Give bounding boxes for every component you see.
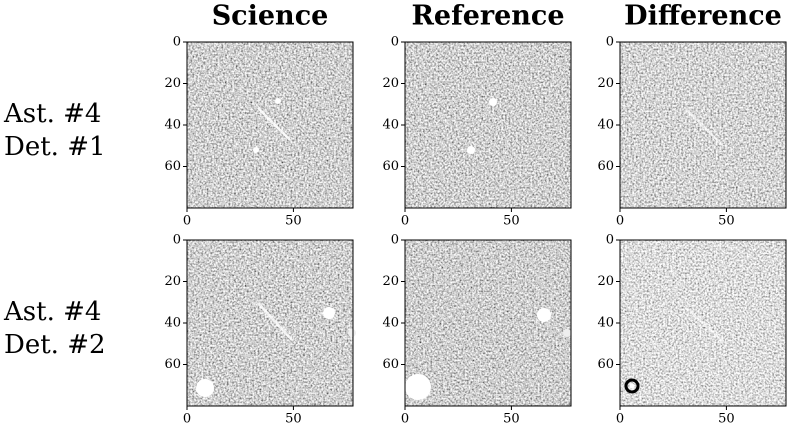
x-tick-label: 0 xyxy=(183,214,191,229)
y-tick-label: 40 xyxy=(164,316,181,331)
image xyxy=(405,42,571,208)
y-tick-label: 60 xyxy=(597,159,614,174)
row-label: Ast. #4 xyxy=(3,99,101,129)
y-tick-label: 0 xyxy=(173,35,181,50)
x-tick-label: 50 xyxy=(718,412,735,427)
y-tick-label: 20 xyxy=(164,274,181,289)
x-tick-label: 50 xyxy=(503,412,520,427)
x-tick-label: 50 xyxy=(718,214,735,229)
star xyxy=(563,329,571,337)
y-tick-label: 0 xyxy=(173,233,181,248)
residual xyxy=(624,378,640,394)
row-label: Det. #1 xyxy=(4,132,106,162)
row-label: Det. #2 xyxy=(4,330,106,360)
y-tick-label: 20 xyxy=(164,76,181,91)
x-tick-label: 0 xyxy=(616,214,624,229)
row-label: Ast. #4 xyxy=(3,297,101,327)
x-tick-label: 0 xyxy=(401,214,409,229)
star xyxy=(467,146,475,154)
column-title: Reference xyxy=(411,1,564,32)
column-title: Difference xyxy=(624,1,782,32)
x-tick-label: 0 xyxy=(183,412,191,427)
star xyxy=(196,379,214,397)
panel: 0 50 0 20 40 60 xyxy=(597,35,787,229)
x-tick-label: 0 xyxy=(401,412,409,427)
y-tick-label: 20 xyxy=(597,274,614,289)
star xyxy=(537,308,551,322)
y-tick-label: 40 xyxy=(597,118,614,133)
x-tick-label: 50 xyxy=(285,412,302,427)
y-tick-label: 20 xyxy=(382,76,399,91)
panel: 0 50 0 20 40 60 xyxy=(597,233,787,427)
y-tick-label: 60 xyxy=(597,357,614,372)
star xyxy=(275,98,281,104)
y-tick-label: 40 xyxy=(597,316,614,331)
star xyxy=(348,329,356,337)
y-tick-label: 60 xyxy=(382,159,399,174)
y-tick-label: 20 xyxy=(382,274,399,289)
star xyxy=(323,307,335,319)
y-tick-label: 0 xyxy=(391,35,399,50)
panel: 0 50 0 20 40 60 xyxy=(164,35,354,229)
y-tick-label: 0 xyxy=(606,233,614,248)
image xyxy=(187,240,353,406)
x-tick-label: 0 xyxy=(616,412,624,427)
column-title: Science xyxy=(212,1,329,32)
y-tick-label: 60 xyxy=(164,357,181,372)
streak xyxy=(257,107,291,141)
panel: 0 50 0 20 40 60 xyxy=(164,233,356,427)
y-tick-label: 0 xyxy=(606,35,614,50)
star xyxy=(253,147,259,153)
y-tick-label: 20 xyxy=(597,76,614,91)
panel: 0 50 0 20 40 60 xyxy=(382,233,572,427)
panel: 0 50 0 20 40 60 xyxy=(382,35,572,229)
x-tick-label: 50 xyxy=(503,214,520,229)
residual xyxy=(629,383,635,389)
y-tick-label: 60 xyxy=(382,357,399,372)
streak xyxy=(684,107,723,146)
streak xyxy=(684,306,725,343)
y-tick-label: 40 xyxy=(382,118,399,133)
y-tick-label: 0 xyxy=(391,233,399,248)
streak xyxy=(257,302,293,341)
star xyxy=(405,374,431,400)
star xyxy=(489,98,497,106)
y-tick-label: 40 xyxy=(382,316,399,331)
x-tick-label: 50 xyxy=(285,214,302,229)
image xyxy=(405,240,571,406)
y-tick-label: 40 xyxy=(164,118,181,133)
image xyxy=(187,42,353,208)
y-tick-label: 60 xyxy=(164,159,181,174)
